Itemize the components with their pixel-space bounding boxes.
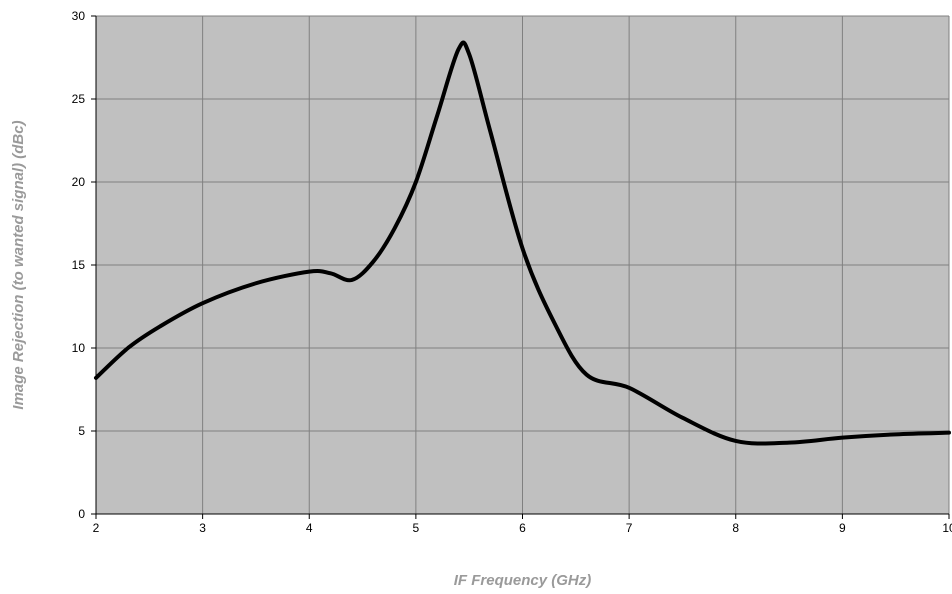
- y-tick-label: 30: [72, 9, 86, 23]
- x-tick-label: 2: [93, 521, 100, 535]
- x-tick-label: 6: [519, 521, 526, 535]
- x-axis-title: IF Frequency (GHz): [454, 572, 592, 589]
- x-tick-label: 8: [732, 521, 739, 535]
- y-tick-label: 5: [78, 424, 85, 438]
- y-tick-label: 20: [72, 175, 86, 189]
- y-tick-label: 15: [72, 258, 86, 272]
- series-line: [94, 40, 951, 446]
- y-tick-label: 25: [72, 92, 86, 106]
- y-tick-label: 0: [78, 507, 85, 521]
- axes: [91, 15, 950, 519]
- x-tick-label: 10: [942, 521, 952, 535]
- y-tick-label: 10: [72, 341, 86, 355]
- y-axis-title: Image Rejection (to wanted signal) (dBc): [10, 120, 27, 409]
- y-tick-labels: 0 5 10 15 20 25 30: [72, 9, 86, 521]
- x-tick-label: 9: [839, 521, 846, 535]
- series-layer: [94, 40, 951, 446]
- x-tick-label: 3: [199, 521, 206, 535]
- x-tick-label: 7: [626, 521, 633, 535]
- x-tick-label: 5: [413, 521, 420, 535]
- x-tick-label: 4: [306, 521, 313, 535]
- x-tick-labels: 2 3 4 5 6 7 8 9 10: [93, 521, 952, 535]
